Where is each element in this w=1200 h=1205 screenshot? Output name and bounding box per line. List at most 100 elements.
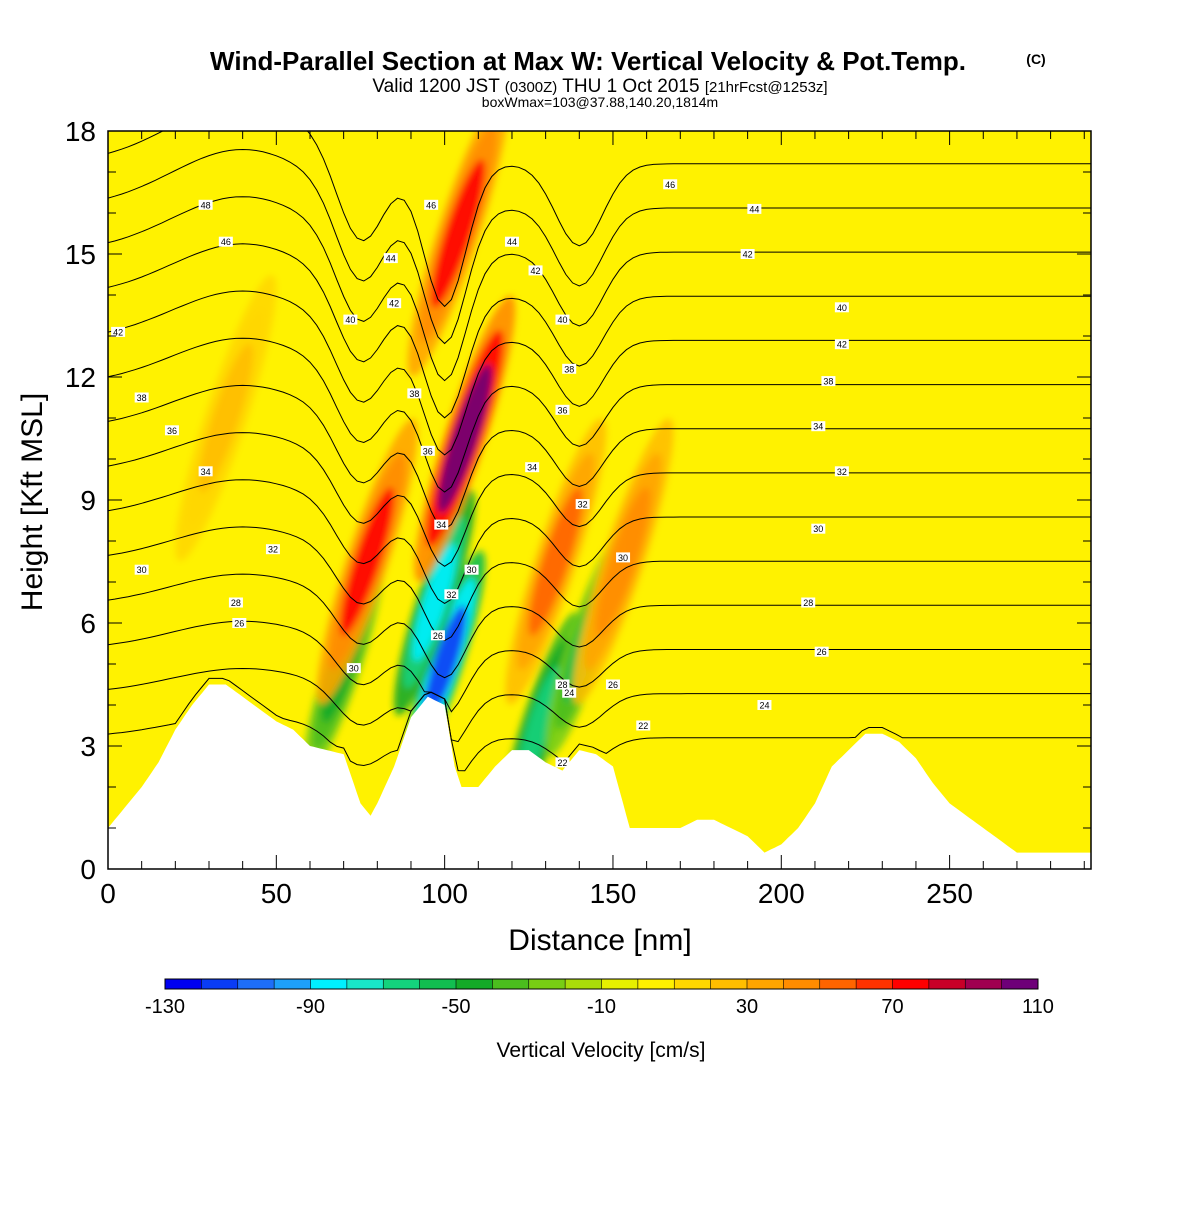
isentrope-label-22: 22 — [638, 721, 648, 731]
isentrope-label-bg — [164, 425, 179, 436]
isentrope-label-30: 30 — [618, 553, 628, 563]
chart-title: Wind-Parallel Section at Max W: Vertical… — [210, 46, 966, 76]
isentrope-label-34: 34 — [813, 422, 823, 432]
isentrope-label-bg — [434, 519, 449, 530]
isentrope-label-42: 42 — [743, 250, 753, 260]
colorbar: -130 -90 -50 -10 30 70 110 — [145, 978, 1054, 1018]
colorbar-swatch — [856, 979, 893, 989]
isentrope-label-38: 38 — [564, 364, 574, 374]
y-tick-label: 15 — [65, 239, 96, 270]
updraft-core-7-level-2 — [431, 159, 486, 308]
isentrope-label-bg — [265, 544, 280, 555]
isentrope-label-bg — [663, 179, 678, 190]
colorbar-swatch — [274, 979, 311, 989]
isentrope-label-bg — [834, 302, 849, 313]
isentrope-label-26: 26 — [234, 619, 244, 629]
colorbar-tick-label: -90 — [296, 996, 325, 1018]
isentrope-label-24: 24 — [759, 701, 769, 711]
isentrope-label-bg — [562, 687, 577, 698]
isentrope-label-38: 38 — [823, 377, 833, 387]
isentrope-label-bg — [555, 679, 570, 690]
isentrope-label-46: 46 — [665, 180, 675, 190]
isentrope-label-bg — [834, 466, 849, 477]
updraft-core-5-level-2 — [340, 487, 395, 636]
isentrope-label-bg — [834, 339, 849, 350]
colorbar-tick-label: 70 — [881, 996, 903, 1018]
isentrope-label-30: 30 — [137, 565, 147, 575]
isentrope-label-bg — [555, 314, 570, 325]
isentrope-label-bg — [232, 618, 247, 628]
y-tick-label: 18 — [65, 116, 96, 147]
isentrope-label-bg — [343, 314, 358, 325]
isentrope-label-46: 46 — [221, 237, 231, 247]
isentrope-label-bg — [387, 298, 402, 309]
isentrope-label-40: 40 — [557, 315, 567, 325]
colorbar-swatch — [637, 979, 675, 989]
y-tick-label: 3 — [80, 731, 96, 762]
colorbar-swatch — [819, 979, 857, 989]
isentrope-44 — [108, 196, 1091, 382]
colorbar-swatch — [383, 979, 421, 989]
isentrope-label-48: 48 — [201, 200, 211, 210]
isentrope-label-bg — [134, 392, 149, 403]
x-tick-label: 150 — [590, 878, 637, 909]
isentrope-label-42: 42 — [531, 266, 541, 276]
colorbar-swatch — [783, 979, 821, 989]
isentrope-26 — [108, 620, 1091, 713]
colorbar-swatch — [928, 979, 966, 989]
isentrope-label-42: 42 — [389, 299, 399, 309]
isentrope-label-bg — [346, 663, 361, 674]
isentrope-label-38: 38 — [409, 389, 419, 399]
isentrope-label-bg — [504, 236, 519, 247]
isentrope-label-bg — [383, 253, 398, 264]
isentrope-label-bg — [555, 404, 570, 415]
colorbar-swatch — [419, 979, 457, 989]
isentrope-label-bg — [444, 589, 459, 600]
y-axis-title: Height [Kft MSL] — [16, 393, 49, 611]
isentrope-30 — [108, 526, 1091, 642]
colorbar-swatch — [492, 979, 530, 989]
downdraft-core-1-level-2 — [412, 543, 457, 662]
colorbar-swatch — [528, 979, 566, 989]
colorbar-swatch — [674, 979, 712, 989]
isentrope-34 — [108, 432, 1091, 567]
isentrope-label-26: 26 — [817, 647, 827, 657]
isentrope-label-bg — [605, 679, 620, 690]
isentrope-label-46: 46 — [426, 200, 436, 210]
colorbar-label: Vertical Velocity [cm/s] — [497, 1039, 706, 1062]
isentrope-label-bg — [811, 523, 826, 534]
isentrope-label-bg — [740, 249, 755, 259]
isentrope-label-bg — [228, 597, 243, 608]
isentrope-label-32: 32 — [837, 467, 847, 477]
y-tick-label: 9 — [80, 485, 96, 516]
isentrope-label-bg — [555, 757, 570, 768]
colorbar-swatch — [310, 979, 348, 989]
isentrope-label-bg — [420, 445, 435, 456]
isentrope-label-32: 32 — [578, 500, 588, 510]
isentrope-42 — [108, 243, 1091, 419]
isentrope-label-bg — [757, 700, 772, 710]
colorbar-swatch — [710, 979, 748, 989]
isentrope-36 — [108, 384, 1091, 530]
isentrope-46 — [108, 148, 1091, 345]
isentrope-label-44: 44 — [386, 254, 396, 264]
isentrope-label-32: 32 — [446, 590, 456, 600]
isentrope-label-bg — [814, 646, 829, 657]
isentrope-label-bg — [218, 236, 233, 247]
colorbar-swatch — [165, 979, 202, 989]
chart-subtitle-box: boxWmax=103@37.88,140.20,1814m — [482, 94, 718, 110]
isentrope-label-bg — [562, 363, 577, 374]
isentrope-label-bg — [424, 199, 439, 210]
isentrope-label-24: 24 — [564, 688, 574, 698]
isentrope-48 — [108, 131, 1091, 308]
colorbar-tick-label: -130 — [145, 996, 185, 1018]
isentrope-24 — [108, 667, 1091, 743]
chart-subtitle: Valid 1200 JST (0300Z) THU 1 Oct 2015 [2… — [372, 76, 827, 97]
isentrope-label-36: 36 — [423, 446, 433, 456]
isentrope-label-34: 34 — [201, 467, 211, 477]
updraft-core-8-level-2 — [528, 487, 583, 636]
colorbar-tick-label: 30 — [736, 996, 758, 1018]
copyright-mark: (C) — [1026, 51, 1045, 67]
isentrope-label-42: 42 — [837, 340, 847, 350]
